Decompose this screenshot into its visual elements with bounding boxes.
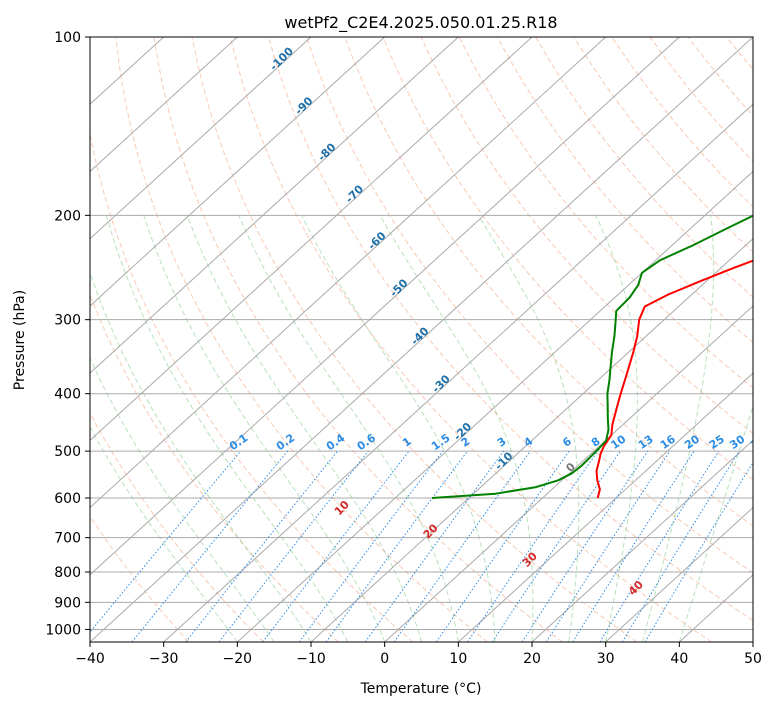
isotherm — [90, 37, 312, 240]
isotherm — [310, 237, 753, 642]
isotherm — [90, 37, 386, 307]
y-tick-label: 900 — [54, 595, 81, 611]
moist-adiabat — [186, 215, 422, 642]
x-tick-label: 0 — [380, 651, 389, 667]
dry-adiabat — [153, 37, 563, 642]
x-tick-label: 20 — [523, 651, 541, 667]
x-tick-label: 10 — [449, 651, 467, 667]
x-tick-label: −40 — [75, 651, 105, 667]
mixing-ratio-line — [491, 450, 621, 642]
x-tick-label: −10 — [296, 651, 326, 667]
dry-adiabat — [191, 37, 638, 642]
chart-title: wetPf2_C2E4.2025.050.01.25.R18 — [284, 13, 557, 33]
y-tick-label: 100 — [54, 30, 81, 46]
isotherm — [605, 506, 753, 642]
dry-adiabat — [765, 37, 775, 642]
y-tick-label: 800 — [54, 565, 81, 581]
isotherm — [236, 170, 753, 642]
y-tick-label: 1000 — [45, 622, 81, 638]
mixing-ratio-label: 36 — [748, 432, 768, 452]
mixing-ratio-line — [325, 450, 468, 642]
mixing-ratio-line — [393, 450, 531, 642]
isotherm — [531, 439, 753, 642]
isotherm — [90, 37, 533, 442]
isotherm — [752, 641, 753, 642]
y-tick-label: 400 — [54, 387, 81, 403]
y-tick-label: 300 — [54, 313, 81, 329]
dry-adiabat — [382, 37, 753, 481]
y-axis: 100 200 300 400 500 600 700 800 900 1000 — [45, 30, 90, 638]
x-axis-title: Temperature (°C) — [360, 681, 482, 697]
mixing-ratio-line — [435, 450, 570, 642]
isotherm — [90, 37, 753, 642]
moist-adiabat — [301, 215, 496, 642]
mixing-ratio-line — [131, 450, 288, 642]
isotherm — [90, 37, 680, 576]
isotherm — [90, 37, 459, 374]
y-axis-title: Pressure (hPa) — [12, 290, 28, 390]
x-tick-label: −20 — [223, 651, 253, 667]
isotherm — [457, 372, 753, 642]
mixing-ratio-line — [644, 461, 753, 642]
y-tick-label: 700 — [54, 531, 81, 547]
mixing-ratio-line — [621, 450, 740, 642]
dry-adiabat — [535, 37, 753, 298]
x-axis: −40 −30 −20 −10 0 10 20 30 40 50 — [75, 642, 762, 667]
isotherm — [163, 103, 753, 642]
x-tick-label: −30 — [149, 651, 179, 667]
isotherm — [90, 37, 238, 173]
dry-adiabat — [496, 37, 753, 344]
moist-adiabat — [90, 271, 312, 642]
dry-adiabat — [115, 37, 488, 642]
mixing-ratio-line — [218, 450, 369, 642]
x-tick-label: 30 — [597, 651, 615, 667]
mixing-ratio-line — [262, 450, 410, 642]
isotherm — [90, 37, 607, 509]
background-lines — [90, 37, 775, 642]
y-tick-label: 600 — [54, 491, 81, 507]
dry-adiabat — [420, 37, 753, 435]
moist-adiabat — [678, 404, 753, 642]
mixing-ratio-line — [572, 450, 695, 642]
mixing-ratio-line — [545, 450, 671, 642]
profile-lines — [431, 214, 753, 499]
y-tick-label: 200 — [54, 208, 81, 224]
moist-adiabat — [642, 215, 715, 642]
y-tick-label: 500 — [54, 444, 81, 460]
dry-adiabat — [306, 37, 753, 574]
dry-adiabat — [90, 412, 264, 642]
plot-frame — [89, 36, 754, 643]
moist-adiabat — [595, 215, 638, 642]
mixing-ratio-line — [298, 450, 444, 642]
mixing-ratio-line — [467, 450, 599, 642]
mixing-ratio-line — [599, 450, 720, 642]
moist-adiabat — [143, 215, 386, 642]
temperature-line — [595, 259, 753, 499]
x-tick-label: 40 — [670, 651, 688, 667]
dewpoint-line — [431, 214, 753, 499]
x-tick-label: 50 — [744, 651, 762, 667]
mixing-ratio-line — [521, 450, 649, 642]
isotherm — [384, 305, 753, 642]
dry-adiabat — [268, 37, 753, 622]
moist-adiabat — [477, 215, 580, 642]
